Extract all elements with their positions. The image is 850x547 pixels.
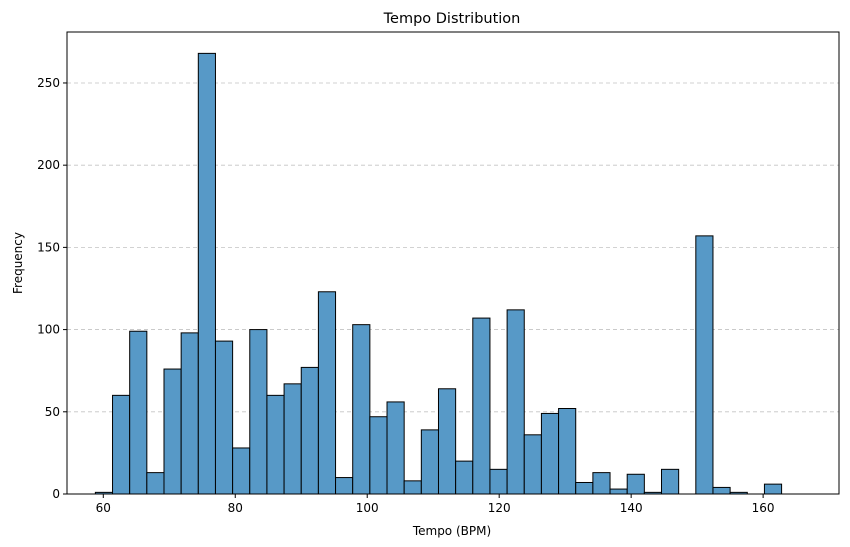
y-tick-label: 100	[37, 323, 60, 337]
histogram-bar	[558, 408, 577, 495]
histogram-bar	[695, 235, 714, 495]
histogram-bar	[266, 394, 285, 495]
histogram-bar	[420, 429, 439, 495]
y-tick-label: 0	[52, 487, 60, 501]
histogram-bar	[437, 388, 457, 495]
histogram-bar	[661, 468, 680, 495]
histogram-bar	[489, 468, 508, 495]
histogram-bar	[369, 416, 388, 495]
x-tick-label: 120	[488, 501, 511, 515]
histogram-bar	[352, 324, 371, 495]
histogram-bar	[214, 340, 234, 495]
y-tick-label: 250	[37, 76, 60, 90]
histogram-bar	[455, 460, 474, 495]
histogram-bar	[180, 332, 199, 495]
chart-title: Tempo Distribution	[383, 11, 521, 27]
x-tick-label: 80	[228, 501, 243, 515]
y-axis-ticks: 0 50 100 150 200 250	[37, 76, 67, 501]
bars	[94, 52, 783, 495]
x-tick-label: 100	[356, 501, 379, 515]
histogram-bar	[626, 473, 645, 495]
histogram-bar	[523, 434, 542, 495]
x-tick-label: 60	[96, 501, 111, 515]
y-tick-label: 150	[37, 240, 60, 254]
histogram-bar	[472, 317, 491, 495]
x-axis-label: Tempo (BPM)	[412, 524, 491, 538]
y-tick-label: 50	[45, 405, 60, 419]
histogram-bar	[232, 447, 251, 495]
x-axis-ticks: 60 80 100 120 140 160	[96, 494, 775, 515]
histogram-bar	[300, 366, 319, 495]
x-tick-label: 140	[620, 501, 643, 515]
histogram-bar	[197, 52, 216, 495]
y-tick-label: 200	[37, 158, 60, 172]
histogram-bar	[712, 486, 731, 495]
histogram-bar	[249, 329, 268, 495]
histogram-bar	[283, 383, 302, 495]
histogram-bar	[335, 477, 354, 495]
histogram-bar	[506, 309, 525, 495]
histogram-bar	[403, 480, 422, 495]
histogram-bar	[763, 483, 783, 495]
histogram-bar	[540, 412, 560, 495]
histogram-bar	[112, 394, 131, 495]
histogram-bar	[386, 401, 405, 495]
x-tick-label: 160	[752, 501, 775, 515]
histogram-bar	[592, 472, 611, 495]
histogram-bar	[609, 488, 628, 495]
histogram-bar	[146, 472, 165, 495]
histogram-bar	[163, 368, 182, 495]
y-axis-label: Frequency	[11, 232, 25, 294]
histogram-bar	[575, 481, 594, 495]
histogram-bar	[317, 291, 337, 495]
histogram-bar	[129, 330, 148, 495]
plot-frame	[66, 31, 840, 495]
